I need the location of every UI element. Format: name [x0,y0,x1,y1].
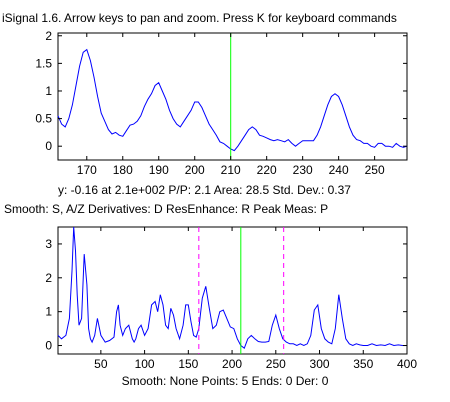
full-signal-axes[interactable]: 50 100 150 200 250 300 350 400 0 1 2 3 [45,226,417,371]
y-tick-label: 3 [45,237,52,251]
x-tick-label: 210 [221,163,241,177]
x-tick-label: 220 [257,163,277,177]
zoomed-x-axis: 170 180 190 200 210 220 230 240 250 [77,33,385,177]
x-tick-label: 200 [185,163,205,177]
full-x-axis: 50 100 150 200 250 300 350 400 [94,227,417,371]
x-tick-label: 240 [329,163,349,177]
x-tick-label: 230 [293,163,313,177]
y-tick-label: 0 [45,339,52,353]
zoomed-plot-area [57,33,408,160]
x-tick-label: 350 [353,357,373,371]
x-tick-label: 300 [310,357,330,371]
y-tick-label: 1 [45,84,52,98]
y-tick-label: 0 [45,139,52,153]
x-tick-label: 190 [149,163,169,177]
measurement-readout: y: -0.16 at 2.1e+002 P/P: 2.1 Area: 28.5… [58,183,351,197]
x-tick-label: 250 [365,163,385,177]
x-tick-label: 200 [222,357,242,371]
x-tick-label: 180 [113,163,133,177]
y-tick-label: 1 [45,305,52,319]
y-tick-label: 2 [45,271,52,285]
y-tick-label: 1.5 [35,56,52,70]
processing-status: Smooth: None Points: 5 Ends: 0 Der: 0 [122,374,329,388]
zoomed-y-axis: 0 0.5 1 1.5 2 [35,29,407,153]
window-title: iSignal 1.6. Arrow keys to pan and zoom.… [2,11,397,25]
full-y-axis: 0 1 2 3 [45,237,407,353]
x-tick-label: 170 [77,163,97,177]
x-tick-label: 250 [266,357,286,371]
x-tick-label: 150 [178,357,198,371]
full-plot-area [57,226,407,354]
zoomed-view-axes[interactable]: 170 180 190 200 210 220 230 240 250 0 0.5 1 1.5 2 [35,29,408,177]
y-tick-label: 0.5 [35,112,52,126]
keyboard-help-line: Smooth: S, A/Z Derivatives: D ResEnhance… [4,202,328,216]
full-plot-frame [57,226,408,355]
x-tick-label: 50 [94,357,108,371]
signal-series-line [57,48,408,152]
x-tick-label: 400 [397,357,417,371]
zoomed-plot-frame [57,32,408,161]
x-tick-label: 100 [135,357,155,371]
y-tick-label: 2 [45,29,52,43]
signal-series-line [57,226,407,350]
